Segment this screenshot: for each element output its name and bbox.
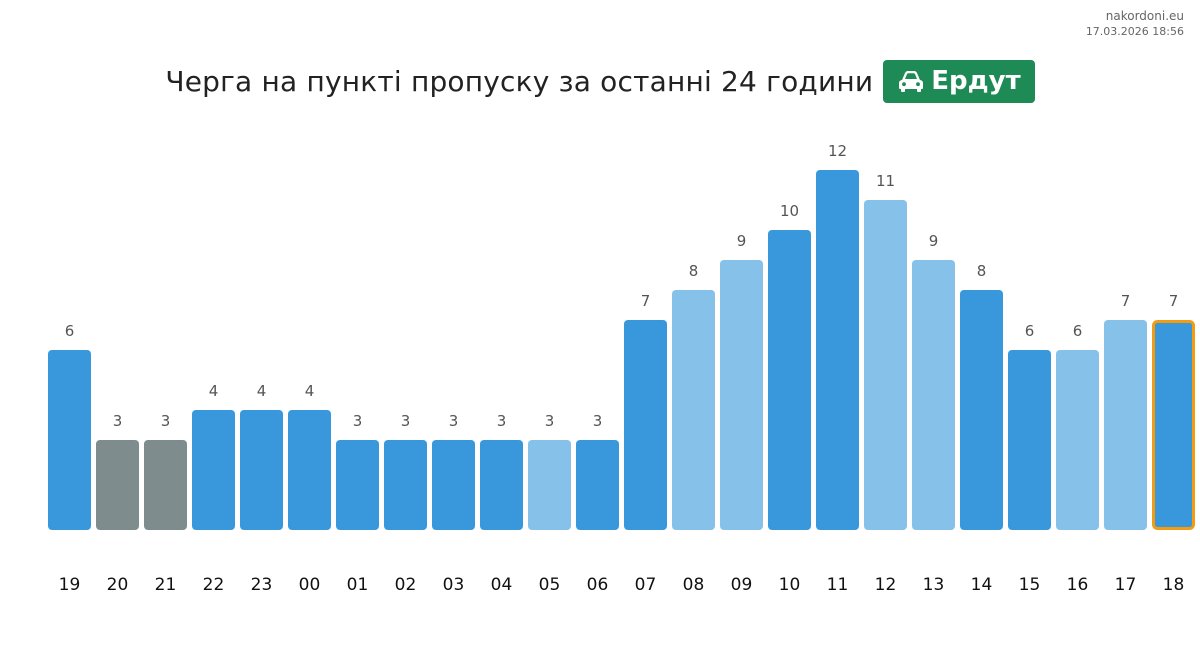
tick-label-18: 18 — [1163, 575, 1185, 595]
tick-label-17: 17 — [1115, 575, 1137, 595]
bar-01 — [336, 440, 379, 530]
bar-17 — [1104, 320, 1147, 530]
tick-label-16: 16 — [1067, 575, 1089, 595]
value-label-20: 3 — [113, 412, 123, 430]
bar-12 — [864, 200, 907, 530]
value-label-21: 3 — [161, 412, 171, 430]
bar-13 — [912, 260, 955, 530]
value-label-18: 7 — [1169, 292, 1179, 310]
bar-16 — [1056, 350, 1099, 530]
bar-18 — [1152, 320, 1195, 530]
bar-08 — [672, 290, 715, 530]
value-label-02: 3 — [401, 412, 411, 430]
chart-header: Черга на пункті пропуску за останні 24 г… — [0, 58, 1200, 104]
tick-label-11: 11 — [827, 575, 849, 595]
value-label-15: 6 — [1025, 322, 1035, 340]
bar-20 — [96, 440, 139, 530]
bar-23 — [240, 410, 283, 530]
chart-title: Черга на пункті пропуску за останні 24 г… — [165, 64, 874, 98]
value-label-12: 11 — [876, 172, 895, 190]
value-label-22: 4 — [209, 382, 219, 400]
tick-label-04: 04 — [491, 575, 513, 595]
value-label-09: 9 — [737, 232, 747, 250]
tick-label-01: 01 — [347, 575, 369, 595]
tick-label-15: 15 — [1019, 575, 1041, 595]
bar-05 — [528, 440, 571, 530]
value-label-03: 3 — [449, 412, 459, 430]
site-domain: nakordoni.eu — [1105, 9, 1184, 23]
tick-label-08: 08 — [683, 575, 705, 595]
bar-03 — [432, 440, 475, 530]
value-label-08: 8 — [689, 262, 699, 280]
value-label-07: 7 — [641, 292, 651, 310]
checkpoint-name: Ердут — [931, 66, 1021, 96]
tick-label-19: 19 — [59, 575, 81, 595]
site-watermark: nakordoni.eu 17.03.2026 18:56 — [1086, 9, 1184, 39]
value-label-10: 10 — [780, 202, 799, 220]
bar-15 — [1008, 350, 1051, 530]
tick-label-02: 02 — [395, 575, 417, 595]
tick-label-05: 05 — [539, 575, 561, 595]
bar-21 — [144, 440, 187, 530]
tick-label-06: 06 — [587, 575, 609, 595]
value-label-00: 4 — [305, 382, 315, 400]
bar-09 — [720, 260, 763, 530]
value-label-01: 3 — [353, 412, 363, 430]
value-label-19: 6 — [65, 322, 75, 340]
tick-label-00: 00 — [299, 575, 321, 595]
tick-label-22: 22 — [203, 575, 225, 595]
bar-07 — [624, 320, 667, 530]
tick-label-14: 14 — [971, 575, 993, 595]
bar-14 — [960, 290, 1003, 530]
value-label-16: 6 — [1073, 322, 1083, 340]
value-label-13: 9 — [929, 232, 939, 250]
bar-00 — [288, 410, 331, 530]
value-label-11: 12 — [828, 142, 847, 160]
car-icon — [899, 71, 924, 92]
tick-label-12: 12 — [875, 575, 897, 595]
value-label-05: 3 — [545, 412, 555, 430]
bar-22 — [192, 410, 235, 530]
tick-label-09: 09 — [731, 575, 753, 595]
tick-label-13: 13 — [923, 575, 945, 595]
value-label-06: 3 — [593, 412, 603, 430]
tick-label-20: 20 — [107, 575, 129, 595]
tick-label-07: 07 — [635, 575, 657, 595]
value-label-17: 7 — [1121, 292, 1131, 310]
bar-02 — [384, 440, 427, 530]
bar-06 — [576, 440, 619, 530]
value-label-14: 8 — [977, 262, 987, 280]
bar-04 — [480, 440, 523, 530]
bar-10 — [768, 230, 811, 530]
value-label-23: 4 — [257, 382, 267, 400]
tick-label-21: 21 — [155, 575, 177, 595]
bar-19 — [48, 350, 91, 530]
checkpoint-badge: Ердут — [883, 59, 1035, 103]
tick-label-10: 10 — [779, 575, 801, 595]
bar-11 — [816, 170, 859, 530]
value-label-04: 3 — [497, 412, 507, 430]
tick-label-03: 03 — [443, 575, 465, 595]
timestamp: 17.03.2026 18:56 — [1085, 25, 1184, 38]
tick-label-23: 23 — [251, 575, 273, 595]
